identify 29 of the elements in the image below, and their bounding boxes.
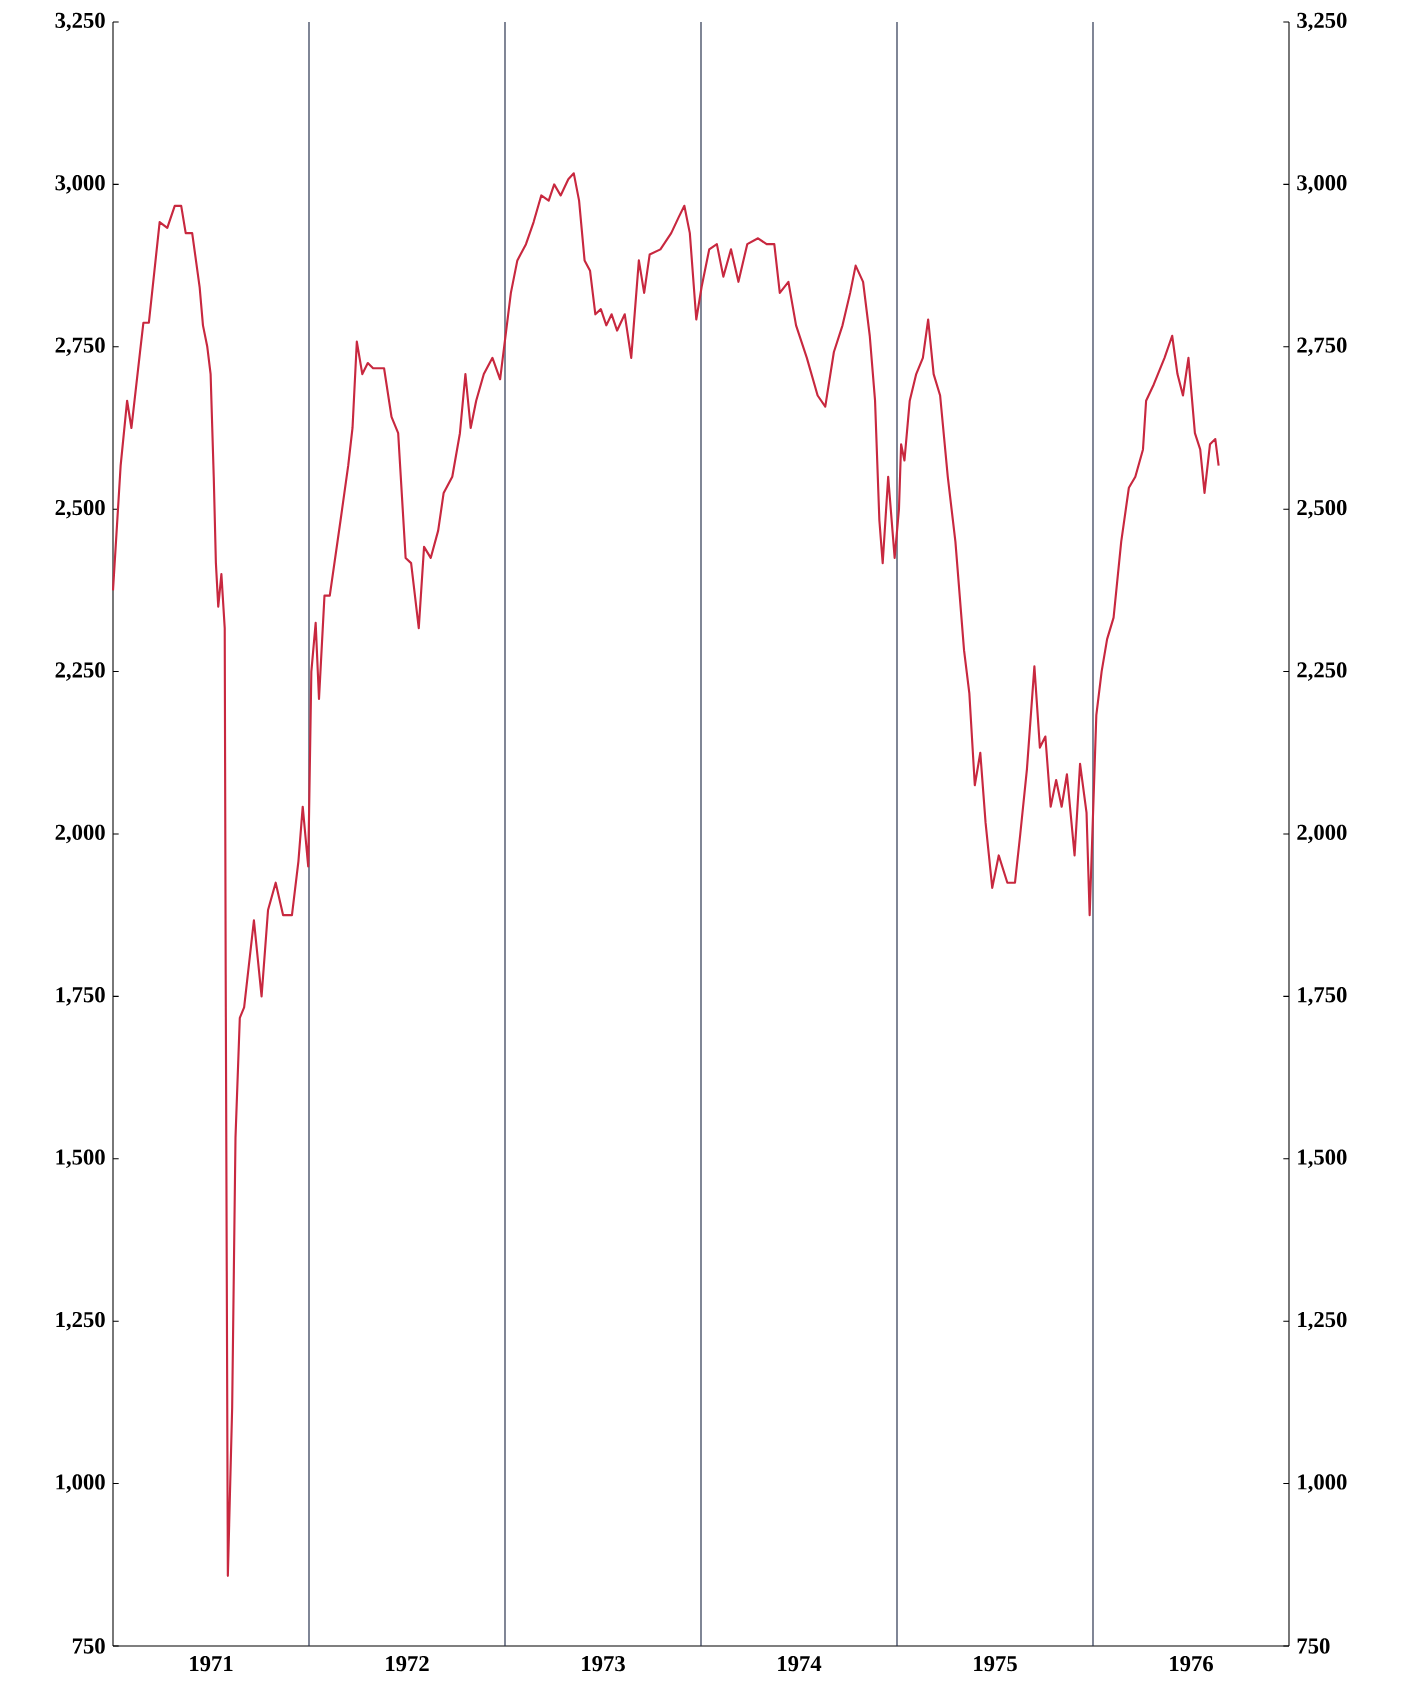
y2-tick-label: 2,000 xyxy=(1297,824,1347,844)
y-tick-label: 3,250 xyxy=(55,12,105,32)
y2-tick-label: 2,250 xyxy=(1297,662,1347,681)
y-tick-label: 1,750 xyxy=(56,987,105,1006)
y-tick-label: 2,500 xyxy=(55,499,105,519)
y2-tick-label: 3,000 xyxy=(1297,175,1347,194)
x-tick-label: 1972 xyxy=(386,1656,429,1672)
line-series xyxy=(111,172,1220,1577)
y-tick-label: 2,000 xyxy=(55,824,105,844)
y-tick-label: 2,250 xyxy=(55,662,105,681)
y-tick-label: 750 xyxy=(72,1638,105,1654)
y-tick-label: 1,000 xyxy=(56,1474,105,1493)
y-tick-label: 1,500 xyxy=(56,1149,105,1169)
y2-tick-label: 1,250 xyxy=(1298,1311,1347,1331)
y2-tick-label: 1,750 xyxy=(1298,987,1347,1006)
y2-tick-label: 3,250 xyxy=(1297,12,1347,32)
y2-tick-label: 1,000 xyxy=(1298,1474,1347,1493)
y2-tick-label: 1,500 xyxy=(1298,1149,1347,1169)
x-tick-label: 1975 xyxy=(974,1656,1017,1672)
x-tick-label: 1973 xyxy=(582,1656,625,1672)
y-tick-label: 3,000 xyxy=(55,175,105,194)
y-tick-label: 1,250 xyxy=(56,1311,105,1331)
x-tick-label: 1974 xyxy=(778,1656,822,1672)
y-tick-label: 2,750 xyxy=(55,337,105,357)
x-tick-label: 1971 xyxy=(190,1656,233,1672)
x-tick-label: 1976 xyxy=(1170,1656,1213,1672)
y2-tick-label: 750 xyxy=(1297,1638,1330,1654)
y2-tick-label: 2,750 xyxy=(1297,337,1347,357)
y2-tick-label: 2,500 xyxy=(1297,499,1347,519)
